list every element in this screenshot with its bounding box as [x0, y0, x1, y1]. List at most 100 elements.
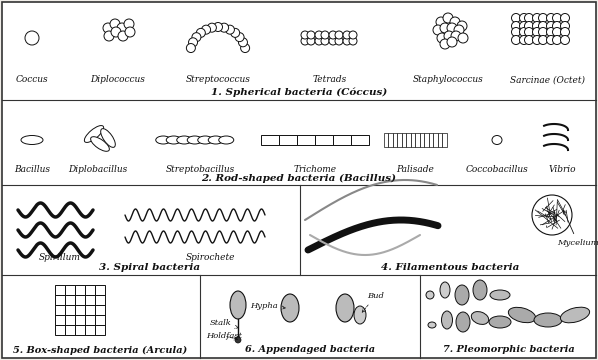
- Circle shape: [307, 37, 315, 45]
- Ellipse shape: [492, 135, 502, 144]
- Circle shape: [239, 38, 248, 47]
- Circle shape: [539, 36, 548, 45]
- Text: Coccus: Coccus: [16, 76, 48, 85]
- Circle shape: [235, 337, 241, 343]
- Ellipse shape: [281, 294, 299, 322]
- Text: 6. Appendaged bacteria: 6. Appendaged bacteria: [245, 346, 375, 355]
- Text: Hypha: Hypha: [250, 302, 285, 310]
- Bar: [442, 133, 447, 147]
- Bar: [55, 285, 65, 295]
- Bar: [65, 295, 75, 305]
- Bar: [75, 325, 85, 335]
- Text: Diplobacillus: Diplobacillus: [68, 165, 127, 174]
- Bar: [433, 133, 438, 147]
- Text: 3. Spiral bacteria: 3. Spiral bacteria: [99, 264, 200, 273]
- Ellipse shape: [198, 136, 213, 144]
- Circle shape: [192, 33, 201, 42]
- Circle shape: [335, 31, 343, 39]
- Circle shape: [520, 22, 529, 31]
- Circle shape: [560, 13, 569, 22]
- Circle shape: [315, 37, 323, 45]
- Circle shape: [443, 13, 453, 23]
- Text: Mycelium: Mycelium: [557, 210, 598, 247]
- Text: Stalk: Stalk: [210, 319, 238, 329]
- Bar: [75, 305, 85, 315]
- Circle shape: [524, 13, 533, 22]
- Ellipse shape: [426, 291, 434, 299]
- Circle shape: [343, 31, 351, 39]
- Circle shape: [329, 31, 337, 39]
- Circle shape: [25, 31, 39, 45]
- Circle shape: [560, 27, 569, 36]
- Circle shape: [225, 25, 234, 34]
- Ellipse shape: [473, 280, 487, 300]
- Ellipse shape: [440, 282, 450, 298]
- Circle shape: [235, 33, 244, 42]
- Circle shape: [321, 37, 329, 45]
- Bar: [55, 315, 65, 325]
- Circle shape: [349, 31, 357, 39]
- Bar: [75, 285, 85, 295]
- Circle shape: [447, 37, 457, 47]
- Ellipse shape: [230, 291, 246, 319]
- Bar: [415, 133, 420, 147]
- Circle shape: [454, 25, 464, 35]
- Circle shape: [202, 25, 210, 34]
- Circle shape: [553, 27, 562, 36]
- Text: 1. Spherical bacteria (Cóccus): 1. Spherical bacteria (Cóccus): [211, 87, 387, 97]
- Ellipse shape: [456, 312, 470, 332]
- Circle shape: [117, 23, 127, 33]
- Text: 4. Filamentous bacteria: 4. Filamentous bacteria: [381, 264, 519, 273]
- Bar: [392, 133, 397, 147]
- Text: Bacillus: Bacillus: [14, 165, 50, 174]
- Text: Sarcinae (Octet): Sarcinae (Octet): [511, 76, 585, 85]
- Bar: [95, 285, 105, 295]
- Circle shape: [532, 22, 542, 31]
- Circle shape: [124, 19, 134, 29]
- Bar: [85, 295, 95, 305]
- Circle shape: [321, 31, 329, 39]
- Ellipse shape: [84, 126, 103, 143]
- Circle shape: [187, 44, 196, 53]
- Text: Holdfast: Holdfast: [206, 332, 242, 340]
- Circle shape: [451, 31, 461, 41]
- Text: Staphylococcus: Staphylococcus: [413, 76, 483, 85]
- Ellipse shape: [490, 290, 510, 300]
- Circle shape: [450, 17, 460, 27]
- Circle shape: [301, 31, 309, 39]
- Circle shape: [457, 21, 467, 31]
- Bar: [351, 135, 369, 145]
- Ellipse shape: [560, 307, 590, 323]
- Circle shape: [125, 27, 135, 37]
- Ellipse shape: [489, 316, 511, 328]
- Ellipse shape: [100, 129, 115, 147]
- Ellipse shape: [354, 306, 366, 324]
- Circle shape: [532, 195, 572, 235]
- Bar: [65, 305, 75, 315]
- Circle shape: [188, 38, 197, 47]
- Circle shape: [103, 23, 113, 33]
- Bar: [95, 325, 105, 335]
- Bar: [410, 133, 415, 147]
- Circle shape: [511, 13, 520, 22]
- Circle shape: [547, 13, 556, 22]
- Circle shape: [547, 27, 556, 36]
- Circle shape: [511, 22, 520, 31]
- Circle shape: [329, 37, 337, 45]
- Ellipse shape: [155, 136, 171, 144]
- Text: Tetrads: Tetrads: [313, 76, 347, 85]
- Circle shape: [447, 23, 457, 33]
- Text: 2. Rod-shaped bacteria (Bacillus): 2. Rod-shaped bacteria (Bacillus): [202, 174, 396, 183]
- Circle shape: [511, 36, 520, 45]
- Bar: [55, 295, 65, 305]
- Circle shape: [104, 31, 114, 41]
- Text: Coccobacillus: Coccobacillus: [466, 165, 529, 174]
- Circle shape: [520, 36, 529, 45]
- Bar: [95, 315, 105, 325]
- Bar: [279, 135, 297, 145]
- Circle shape: [553, 13, 562, 22]
- Ellipse shape: [219, 136, 234, 144]
- Bar: [261, 135, 279, 145]
- Bar: [65, 285, 75, 295]
- Circle shape: [511, 27, 520, 36]
